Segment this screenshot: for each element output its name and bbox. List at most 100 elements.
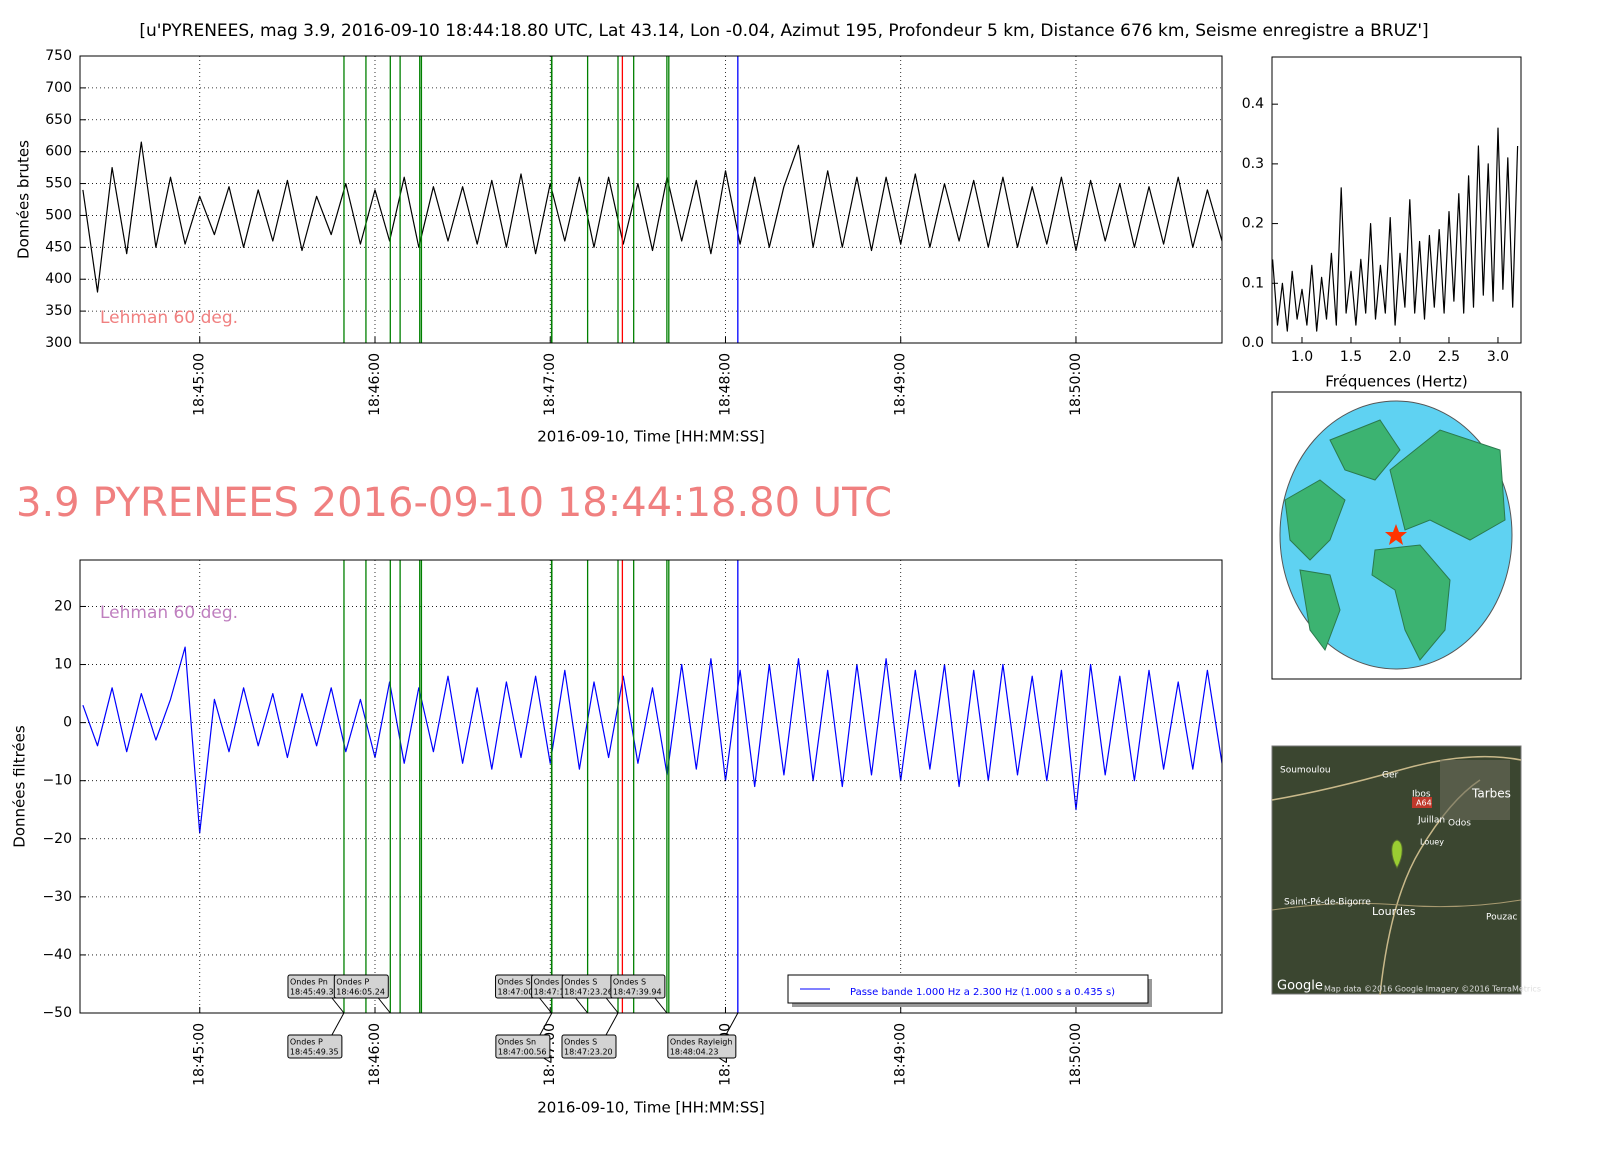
- phase-label-name: Ondes P: [290, 1038, 323, 1047]
- x-tick-label: 18:49:00: [893, 353, 909, 416]
- plot-area: [82, 141, 1222, 293]
- phase-label-name: Ondes S: [613, 978, 646, 987]
- phase-label-time: 18:45:49.38: [290, 988, 339, 997]
- x-tick-label: 18:45:00: [192, 1023, 208, 1086]
- phase-label-box: [561, 1034, 617, 1059]
- x-axis-label: Fréquences (Hertz): [1325, 373, 1468, 391]
- land: [1389, 429, 1506, 541]
- y-tick-label: 20: [54, 598, 72, 614]
- phase-arrow: [331, 1012, 345, 1036]
- x-tick-label: 18:50:00: [1068, 1023, 1084, 1086]
- road: [1271, 899, 1522, 911]
- x-tick-label: 1.0: [1291, 349, 1313, 365]
- phase-label-time: 18:45:49.35: [290, 1048, 339, 1057]
- map-label: Map data ©2016 Google Imagery ©2016 Terr…: [1324, 985, 1541, 994]
- y-tick-label: 10: [54, 657, 72, 673]
- signal-line: [82, 141, 1222, 293]
- y-tick-label: −10: [42, 773, 72, 789]
- y-tick-label: 750: [45, 48, 72, 64]
- y-tick-label: −20: [42, 831, 72, 847]
- y-tick-label: 350: [45, 303, 72, 319]
- y-tick-label: 0.3: [1242, 156, 1264, 172]
- plot-area: [1272, 127, 1519, 332]
- figure-title: [u'PYRENEES, mag 3.9, 2016-09-10 18:44:1…: [139, 21, 1428, 41]
- legend-label: Passe bande 1.000 Hz a 2.300 Hz (1.000 s…: [850, 987, 1115, 998]
- phase-arrow: [331, 997, 345, 1014]
- phase-label-time: 18:47:23.20: [564, 1048, 613, 1057]
- phase-label-name: Ondes S: [564, 978, 597, 987]
- plot-frame: [79, 559, 1223, 1014]
- satellite-map: [1271, 745, 1522, 996]
- y-tick-label: 600: [45, 144, 72, 160]
- phase-label-time: 18:47:12.80: [534, 988, 583, 997]
- phase-arrow: [654, 997, 668, 1014]
- x-tick-label: 1.5: [1340, 349, 1362, 365]
- x-tick-label: 18:46:00: [367, 1023, 383, 1086]
- road: [1271, 755, 1522, 801]
- phase-label-time: 18:47:00.56: [498, 1048, 547, 1057]
- x-tick-label: 18:46:00: [367, 353, 383, 416]
- phase-arrow: [605, 997, 619, 1014]
- x-tick-label: 18:45:00: [192, 353, 208, 416]
- map-label: A64: [1416, 799, 1432, 808]
- land: [1371, 544, 1451, 661]
- x-tick-label: 18:47:00: [542, 353, 558, 416]
- y-axis-label: Données filtrées: [11, 725, 29, 848]
- headline: 3.9 PYRENEES 2016-09-10 18:44:18.80 UTC: [16, 480, 892, 526]
- y-tick-label: 500: [45, 207, 72, 223]
- phase-label-time: 18:47:39.94: [613, 988, 662, 997]
- x-tick-label: 18:49:00: [893, 1023, 909, 1086]
- y-tick-label: 300: [45, 335, 72, 351]
- phase-label-box: [495, 1034, 551, 1059]
- phase-label-time: 18:46:05.24: [336, 988, 385, 997]
- annotation: Lehman 60 deg.: [100, 308, 238, 328]
- globe: [1271, 391, 1522, 680]
- phase-label-name: Ondes Pn: [290, 978, 328, 987]
- plot-frame: [79, 55, 1223, 344]
- phase-arrow: [539, 997, 552, 1014]
- road-shield: [1412, 797, 1432, 808]
- map-label: Juillan: [1417, 816, 1445, 826]
- y-tick-label: 0.0: [1242, 335, 1264, 351]
- map-label: Ibos: [1412, 790, 1431, 800]
- y-tick-label: 0.1: [1242, 275, 1264, 291]
- phase-label-time: 18:48:04.23: [670, 1048, 719, 1057]
- x-tick-label: 18:50:00: [1068, 353, 1084, 416]
- x-axis-label: 2016-09-10, Time [HH:MM:SS]: [537, 428, 764, 446]
- phase-arrow: [725, 1012, 739, 1036]
- y-tick-label: 0: [63, 715, 72, 731]
- epicenter-star: [1385, 524, 1407, 545]
- phase-arrow: [575, 997, 589, 1014]
- y-tick-label: 650: [45, 112, 72, 128]
- land: [1284, 479, 1346, 561]
- phase-label-box: [333, 974, 389, 999]
- signal-line: [82, 646, 1222, 834]
- phase-label-box: [287, 1034, 343, 1059]
- x-tick-label: 2.0: [1389, 349, 1411, 365]
- y-tick-label: −30: [42, 889, 72, 905]
- phase-arrow: [605, 1012, 619, 1036]
- y-tick-label: 450: [45, 239, 72, 255]
- phase-label-box: [667, 1034, 737, 1059]
- phase-label-time: 18:47:00.45: [498, 988, 547, 997]
- phase-label-name: Ondes Sn: [498, 1038, 536, 1047]
- y-tick-label: 550: [45, 176, 72, 192]
- map-label: Pouzac: [1486, 913, 1518, 923]
- y-tick-label: −50: [42, 1005, 72, 1021]
- map-pin: [1391, 839, 1403, 869]
- plot-frame: [1271, 56, 1522, 344]
- y-tick-label: −40: [42, 947, 72, 963]
- y-tick-label: 0.2: [1242, 216, 1264, 232]
- land: [1329, 419, 1401, 481]
- annotation: Lehman 60 deg.: [100, 603, 238, 623]
- legend-box: [787, 974, 1149, 1004]
- phase-arrow: [539, 1012, 553, 1036]
- y-tick-label: 400: [45, 271, 72, 287]
- phase-label-time: 18:47:23.26: [564, 988, 613, 997]
- signal-line: [1272, 127, 1519, 332]
- map-label: Soumoulou: [1280, 766, 1331, 776]
- map-label: Google: [1277, 979, 1323, 994]
- phase-label-name: Ondes Rayleigh: [670, 1038, 733, 1047]
- y-tick-label: 0.4: [1242, 96, 1264, 112]
